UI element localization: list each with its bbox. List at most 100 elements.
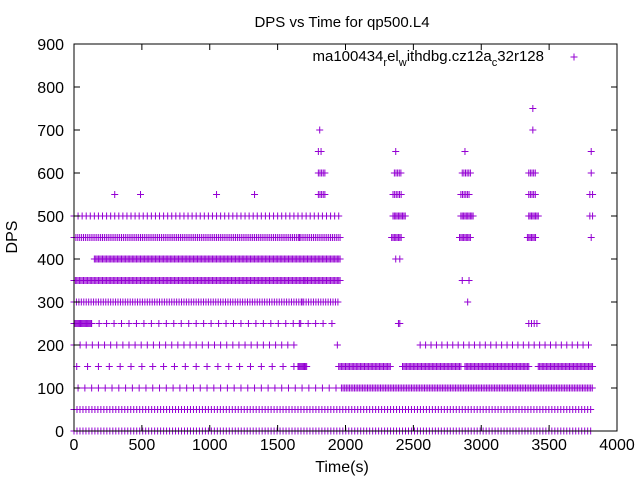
data-point bbox=[214, 363, 222, 370]
data-point bbox=[333, 341, 341, 349]
y-tick-label: 700 bbox=[37, 123, 64, 140]
data-point bbox=[192, 320, 200, 327]
data-point bbox=[461, 148, 469, 155]
data-point bbox=[101, 384, 109, 392]
data-point bbox=[531, 191, 539, 198]
data-point bbox=[149, 384, 157, 392]
data-point bbox=[397, 169, 405, 177]
data-point bbox=[125, 320, 133, 327]
data-point bbox=[84, 363, 92, 370]
series-points bbox=[70, 105, 597, 435]
data-point bbox=[295, 234, 303, 241]
data-point bbox=[290, 341, 298, 349]
y-tick-label: 800 bbox=[37, 80, 64, 97]
data-point bbox=[318, 384, 326, 392]
y-tick-label: 200 bbox=[37, 338, 64, 355]
data-point bbox=[113, 341, 121, 349]
legend-label: ma100434relwithdbg.cz12ac32r128 bbox=[312, 48, 544, 69]
data-point bbox=[192, 363, 200, 370]
data-point bbox=[116, 363, 124, 370]
data-point bbox=[247, 341, 255, 349]
data-point bbox=[176, 384, 184, 392]
data-point bbox=[128, 384, 136, 392]
data-point bbox=[236, 363, 244, 370]
y-axis-title: DPS bbox=[4, 221, 21, 254]
data-point bbox=[305, 384, 313, 392]
data-point bbox=[223, 341, 231, 349]
data-point bbox=[284, 341, 292, 349]
data-point bbox=[312, 320, 320, 327]
data-point bbox=[223, 384, 231, 392]
data-point bbox=[251, 191, 259, 198]
data-point bbox=[325, 384, 333, 392]
data-point bbox=[265, 341, 273, 349]
data-point bbox=[230, 384, 238, 392]
data-point bbox=[304, 320, 312, 327]
data-point bbox=[244, 320, 252, 327]
x-axis-title: Time(s) bbox=[315, 459, 369, 476]
x-tick-label: 1000 bbox=[192, 437, 228, 454]
data-point bbox=[137, 191, 145, 198]
data-point bbox=[203, 384, 211, 392]
data-point bbox=[464, 298, 472, 306]
data-point bbox=[170, 363, 178, 370]
data-point bbox=[284, 384, 292, 392]
x-tick-label: 1500 bbox=[260, 437, 296, 454]
chart-title: DPS vs Time for qp500.L4 bbox=[254, 14, 429, 31]
data-point bbox=[189, 384, 197, 392]
data-point bbox=[101, 341, 109, 349]
legend-marker bbox=[570, 53, 578, 61]
legend-subscript: w bbox=[398, 57, 407, 69]
y-tick-label: 900 bbox=[37, 37, 64, 54]
x-tick-label: 2500 bbox=[396, 437, 432, 454]
data-point bbox=[268, 363, 276, 370]
data-point bbox=[466, 234, 474, 241]
data-point bbox=[156, 384, 164, 392]
data-point bbox=[295, 320, 303, 327]
data-point bbox=[174, 341, 182, 349]
y-tick-label: 600 bbox=[37, 166, 64, 183]
data-point bbox=[271, 384, 279, 392]
data-point bbox=[397, 191, 405, 198]
data-point bbox=[200, 320, 208, 327]
data-point bbox=[149, 363, 157, 370]
y-tick-label: 100 bbox=[37, 381, 64, 398]
data-point bbox=[336, 277, 344, 284]
legend-text-part: ithdbg.cz12a bbox=[407, 48, 493, 65]
data-point bbox=[589, 191, 597, 198]
data-point bbox=[244, 384, 252, 392]
data-point bbox=[140, 320, 148, 327]
x-tick-label: 3000 bbox=[463, 437, 499, 454]
data-point bbox=[110, 320, 118, 327]
data-point bbox=[138, 363, 146, 370]
data-point bbox=[279, 363, 287, 370]
data-point bbox=[235, 341, 243, 349]
data-point bbox=[328, 320, 336, 327]
data-point bbox=[257, 363, 265, 370]
data-point bbox=[335, 212, 343, 220]
y-tick-label: 500 bbox=[37, 209, 64, 226]
data-point bbox=[160, 363, 168, 370]
data-point bbox=[142, 384, 150, 392]
data-point bbox=[230, 320, 238, 327]
data-point bbox=[196, 384, 204, 392]
data-point bbox=[135, 384, 143, 392]
data-point bbox=[147, 320, 155, 327]
data-point bbox=[207, 320, 215, 327]
data-point bbox=[183, 384, 191, 392]
data-point bbox=[588, 384, 596, 392]
data-point bbox=[94, 384, 102, 392]
data-point bbox=[168, 341, 176, 349]
data-point bbox=[81, 384, 89, 392]
data-point bbox=[213, 191, 221, 198]
y-tick-label: 400 bbox=[37, 252, 64, 269]
data-point bbox=[143, 341, 151, 349]
data-point bbox=[533, 320, 541, 327]
data-point bbox=[259, 320, 267, 327]
data-point bbox=[336, 255, 344, 263]
data-point bbox=[95, 320, 103, 327]
data-point bbox=[217, 384, 225, 392]
data-point bbox=[458, 277, 466, 284]
data-point bbox=[301, 277, 309, 284]
data-point bbox=[584, 341, 592, 349]
